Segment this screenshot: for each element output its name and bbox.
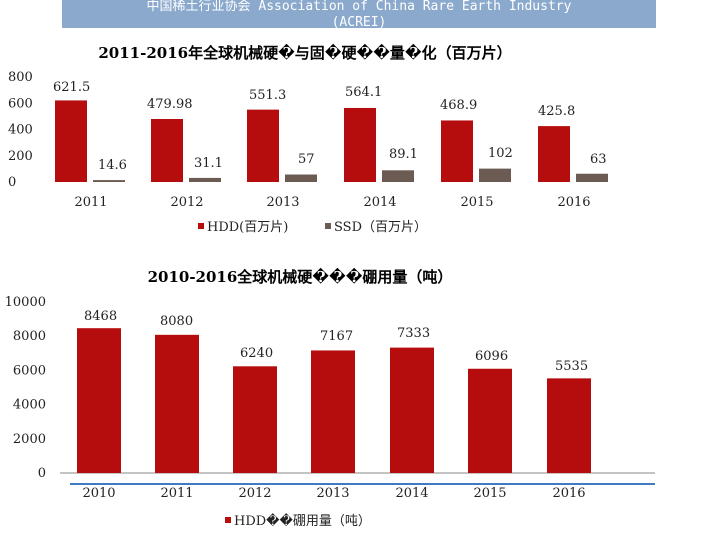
chart-1-ssd-bar-2012 [189,177,221,182]
chart-2-bar-2016 [547,378,591,473]
chart-2-label-2015: 6096 [475,349,508,364]
chart-2-label-2013: 7167 [320,329,353,344]
chart-2-y-tick-0: 10000 [5,295,46,310]
chart-1-ssd-label-2016: 63 [590,152,607,167]
chart-1-x-tick-2013: 2013 [266,195,299,210]
chart-1-hdd-label-2011: 621.5 [53,80,90,95]
chart-1-x-tick-2015: 2015 [460,195,493,210]
chart-1-ssd-label-2015: 102 [488,146,513,161]
chart-1-bars: 621.5 479.98 551.3 564.1 468.9 425.8 14.6 31.1 5… [53,80,608,182]
chart-2-x-tick-2012: 2012 [238,486,271,501]
legend-ssd-label: SSD（百万片） [334,220,427,235]
chart-2-bar-2014 [390,347,434,473]
legend-neodymium-label: HDD��硼用量（吨） [234,512,371,529]
header-line-1: 中国稀土行业协会 Association of China Rare Earth… [146,0,572,14]
chart-1-hdd-bar-2016 [538,126,570,182]
legend-neodymium-swatch [225,517,231,523]
chart-1: 2011-2016年全球机械硬�与固�硬��量�化（百万片） 800 600 400… [8,43,608,235]
chart-1-x-tick-2012: 2012 [170,195,203,210]
chart-1-ssd-bar-2011 [93,180,125,182]
chart-1-hdd-label-2013: 551.3 [249,88,286,103]
chart-2-label-2014: 7333 [397,326,430,341]
chart-2-title: 2010-2016全球机械硬���硼用量（吨） [148,267,453,286]
chart-1-hdd-bar-2015 [441,120,473,182]
chart-1-y-tick-4: 0 [8,175,16,190]
chart-1-ssd-bar-2016 [576,173,608,182]
chart-2-legend: HDD��硼用量（吨） [225,512,371,529]
chart-1-ssd-bar-2013 [285,174,317,182]
chart-2-y-tick-4: 2000 [13,432,46,447]
chart-1-ssd-label-2011: 14.6 [98,158,127,173]
chart-2-x-tick-2016: 2016 [552,486,585,501]
chart-1-y-tick-3: 200 [8,149,33,164]
chart-2-y-tick-1: 8000 [13,329,46,344]
chart-1-hdd-label-2012: 479.98 [147,97,193,112]
chart-1-hdd-bar-2013 [247,109,279,182]
chart-1-ssd-label-2013: 57 [298,152,315,167]
chart-1-y-axis: 800 600 400 200 0 [8,70,33,190]
chart-2-x-tick-2011: 2011 [160,486,193,501]
chart-2-x-axis: 2010 2011 2012 2013 2014 2015 2016 [82,486,585,501]
chart-1-x-axis: 2011 2012 2013 2014 2015 2016 [74,195,590,210]
legend-ssd-swatch [325,223,331,229]
chart-2-label-2012: 6240 [240,346,273,361]
chart-2-bar-2010 [77,328,121,473]
chart-1-y-tick-0: 800 [8,70,33,85]
chart-1-ssd-label-2012: 31.1 [194,156,223,171]
chart-1-x-tick-2016: 2016 [557,195,590,210]
header-line-2: (ACREI) [331,15,387,28]
chart-1-title: 2011-2016年全球机械硬�与固�硬��量�化（百万片） [98,43,511,62]
header-bar: 中国稀土行业协会 Association of China Rare Earth… [62,0,656,28]
chart-2-y-tick-5: 0 [38,466,46,481]
chart-2-bar-2013 [311,350,355,473]
chart-2-x-tick-2010: 2010 [82,486,115,501]
chart-2-label-2016: 5535 [555,359,588,374]
chart-1-hdd-bar-2012 [151,119,183,182]
chart-2-x-tick-2015: 2015 [473,486,506,501]
chart-1-hdd-bar-2011 [55,100,87,182]
chart-2-bar-2011 [155,334,199,473]
chart-2: 2010-2016全球机械硬���硼用量（吨） 10000 8000 6000 400… [5,267,655,529]
chart-1-x-tick-2011: 2011 [74,195,107,210]
chart-2-bar-2012 [233,366,277,473]
chart-2-x-tick-2014: 2014 [395,486,428,501]
chart-1-hdd-label-2014: 564.1 [345,85,382,100]
legend-hdd-label: HDD(百万片) [207,220,288,235]
chart-2-bar-2015 [468,368,512,473]
chart-1-hdd-bar-2014 [344,107,376,182]
chart-1-ssd-label-2014: 89.1 [389,147,418,162]
chart-1-hdd-label-2016: 425.8 [538,104,575,119]
chart-2-label-2010: 8468 [84,309,117,324]
chart-2-y-tick-2: 6000 [13,363,46,378]
chart-1-x-tick-2014: 2014 [363,195,396,210]
chart-2-bars: 8468 8080 6240 7167 7333 6096 5535 [77,309,591,473]
chart-2-label-2011: 8080 [160,314,193,329]
chart-1-ssd-bar-2015 [479,168,511,182]
chart-2-y-tick-3: 4000 [13,398,46,413]
chart-2-y-axis: 10000 8000 6000 4000 2000 0 [5,295,46,481]
chart-2-x-tick-2013: 2013 [316,486,349,501]
chart-1-ssd-bar-2014 [382,170,414,182]
chart-1-hdd-label-2015: 468.9 [440,98,477,113]
chart-1-y-tick-1: 600 [8,96,33,111]
legend-hdd-swatch [198,223,204,229]
chart-1-y-tick-2: 400 [8,123,33,138]
chart-1-legend: HDD(百万片) SSD（百万片） [198,220,427,235]
